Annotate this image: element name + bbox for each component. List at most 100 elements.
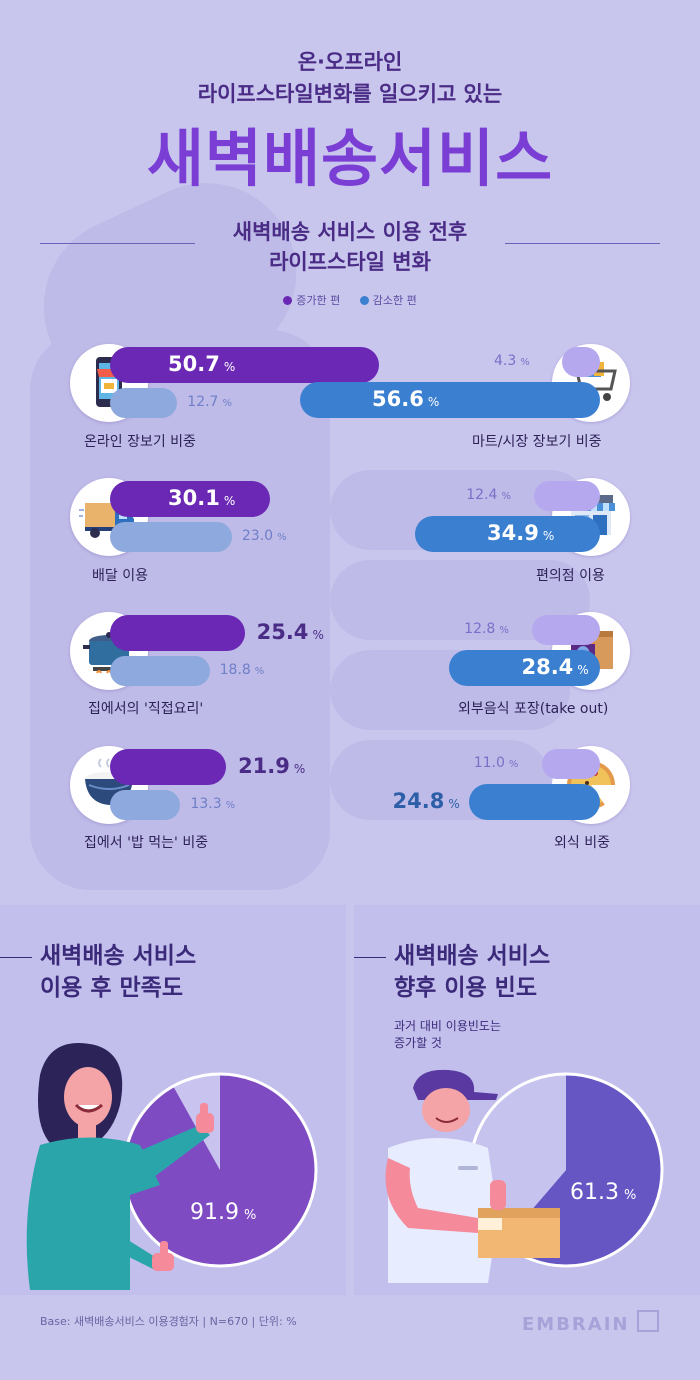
increase-value: 12.4% — [466, 487, 511, 503]
increase-value-number: 30.1 — [168, 486, 220, 510]
category-label-home-cooking: 집에서의 '직접요리' — [88, 701, 204, 717]
legend-label: 증가한 편 — [296, 294, 341, 307]
increase-value-number: 4.3 — [494, 353, 517, 369]
increase-value: 21.9% — [238, 754, 305, 778]
increase-value-unit: % — [499, 625, 509, 636]
brand-mark-icon — [637, 1310, 660, 1332]
decrease-value-number: 13.3 — [190, 796, 222, 812]
panel-title-rule — [354, 957, 386, 958]
section-title-line1: 새벽배송 서비스 이용 전후 — [232, 220, 468, 244]
satisfaction-value-number: 91.9 — [190, 1200, 239, 1225]
decrease-value-number: 18.8 — [219, 662, 251, 678]
decrease-value: 34.9% — [487, 521, 554, 545]
delivery-person-illustration — [385, 1069, 560, 1283]
frequency-title-line1: 새벽배송 서비스 — [394, 943, 551, 969]
frequency-subtitle: 과거 대비 이용빈도는 증가할 것 — [394, 1018, 501, 1052]
legend-dot-icon — [359, 296, 369, 305]
header-main-title: 새벽배송서비스 — [146, 122, 554, 195]
legend-item-increase: 증가한 편 — [283, 294, 340, 307]
increase-value: 11.0% — [474, 755, 519, 771]
increase-value-unit: % — [293, 762, 306, 776]
decrease-value: 24.8% — [393, 789, 460, 813]
decrease-bar — [468, 784, 600, 820]
decrease-value-number: 12.7 — [187, 394, 219, 410]
decrease-value: 12.7% — [187, 394, 232, 410]
decrease-value: 23.0% — [242, 528, 287, 544]
category-label-mart-grocery: 마트/시장 장보기 비중 — [472, 434, 602, 450]
section-title-line2: 라이프스타일 변화 — [269, 250, 431, 274]
title-rule-right — [505, 243, 660, 244]
satisfaction-title-line2: 이용 후 만족도 — [40, 975, 183, 1001]
increase-bar — [562, 347, 600, 377]
decrease-value-unit: % — [254, 666, 265, 677]
brand-logo-text: EMBRAIN — [522, 1314, 630, 1335]
decrease-value: 13.3% — [190, 796, 235, 812]
increase-value-number: 12.8 — [464, 621, 496, 637]
satisfaction-title: 새벽배송 서비스 이용 후 만족도 — [40, 940, 196, 1004]
footer-base-note: Base: 새벽배송서비스 이용경험자 | N=670 | 단위: % — [40, 1315, 297, 1328]
increase-value: 25.4% — [257, 620, 324, 644]
increase-value-number: 50.7 — [168, 352, 220, 376]
increase-value-number: 12.4 — [466, 487, 498, 503]
increase-bar — [534, 481, 600, 511]
decrease-bar — [449, 650, 600, 686]
decrease-value-number: 24.8 — [392, 789, 445, 813]
increase-value-unit: % — [508, 759, 519, 770]
increase-value: 50.7% — [168, 352, 235, 376]
decrease-value-number: 28.4 — [521, 655, 574, 679]
frequency-value-unit: % — [623, 1188, 637, 1203]
increase-value: 4.3% — [494, 353, 530, 369]
category-label-home-meal: 집에서 '밥 먹는' 비중 — [84, 835, 209, 851]
decrease-bar — [110, 656, 210, 686]
decrease-value-unit: % — [448, 797, 460, 811]
increase-bar — [110, 347, 379, 383]
decrease-value: 28.4% — [521, 655, 588, 679]
title-rule-left — [40, 243, 195, 244]
frequency-sub-line1: 과거 대비 이용빈도는 — [394, 1019, 501, 1033]
increase-value-unit: % — [223, 360, 236, 374]
increase-value-unit: % — [223, 494, 236, 508]
decrease-value-unit: % — [277, 532, 287, 543]
increase-value-unit: % — [312, 628, 324, 642]
legend-item-decrease: 감소한 편 — [359, 294, 417, 307]
category-label-takeout: 외부음식 포장(take out) — [458, 701, 609, 717]
panel-title-rule — [0, 957, 32, 958]
decrease-value-unit: % — [225, 800, 236, 811]
increase-value-unit: % — [520, 357, 530, 368]
chart-legend: 증가한 편 감소한 편 — [0, 292, 700, 308]
pie-slice-0 — [123, 1074, 316, 1266]
decrease-bar — [415, 516, 600, 552]
increase-value-number: 25.4 — [256, 620, 309, 644]
legend-label: 감소한 편 — [372, 294, 417, 307]
decrease-bar — [110, 388, 178, 418]
increase-bar — [110, 749, 227, 785]
category-label-convenience-store: 편의점 이용 — [536, 568, 605, 584]
increase-value-number: 11.0 — [473, 755, 505, 771]
decrease-value-number: 34.9 — [487, 521, 539, 545]
frequency-value: 61.3% — [570, 1180, 636, 1205]
decrease-value-unit: % — [542, 529, 555, 543]
decrease-bar — [110, 522, 232, 552]
decrease-value: 18.8% — [220, 662, 265, 678]
background-hand-shape — [30, 330, 330, 890]
legend-dot-icon — [283, 296, 293, 305]
increase-bar — [541, 749, 600, 779]
increase-bar — [110, 481, 270, 517]
header-pre-line2: 라이프스타일변화를 일으키고 있는 — [197, 82, 503, 106]
decrease-value-unit: % — [222, 398, 232, 409]
category-label-online-grocery: 온라인 장보기 비중 — [84, 434, 196, 450]
frequency-sub-line2: 증가할 것 — [394, 1036, 442, 1050]
category-label-delivery: 배달 이용 — [92, 568, 148, 584]
satisfaction-value: 91.9% — [190, 1200, 256, 1225]
decrease-value-unit: % — [577, 663, 589, 677]
increase-value: 30.1% — [168, 486, 235, 510]
increase-bar — [110, 615, 245, 651]
increase-bar — [532, 615, 600, 645]
frequency-value-number: 61.3 — [570, 1180, 619, 1205]
decrease-bar — [110, 790, 181, 820]
increase-value: 12.8% — [464, 621, 509, 637]
header-pre-line1: 온·오프라인 — [297, 50, 403, 74]
brand-logo: EMBRAIN — [522, 1310, 660, 1335]
increase-value-unit: % — [501, 491, 511, 502]
